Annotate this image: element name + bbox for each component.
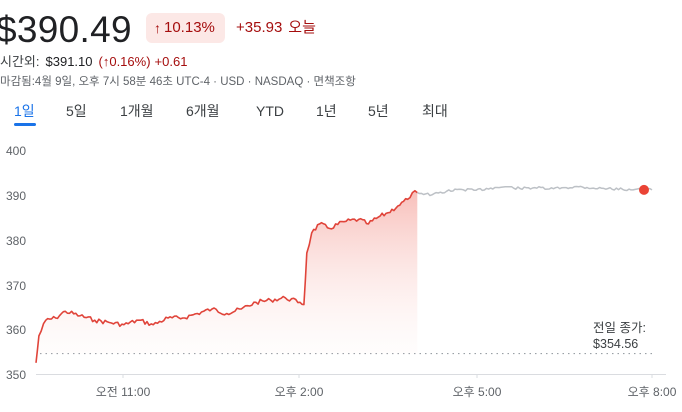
previous-close-value: $354.56 bbox=[593, 337, 639, 351]
y-tick-label: 400 bbox=[6, 144, 27, 158]
after-hours-row: 시간외: $391.10 (↑0.16%) +0.61 bbox=[0, 52, 187, 72]
arrow-up-icon: ↑ bbox=[154, 20, 161, 36]
y-tick-label: 380 bbox=[6, 234, 27, 248]
tab-5y[interactable]: 5년 bbox=[368, 103, 389, 119]
x-tick-label: 오전 11:00 bbox=[95, 385, 151, 399]
tab-ytd[interactable]: YTD bbox=[256, 103, 284, 119]
x-tick-label: 오후 8:00 bbox=[627, 385, 677, 399]
tab-1d[interactable]: 1일 bbox=[14, 103, 35, 119]
active-tab-indicator bbox=[14, 123, 36, 126]
percent-change-badge: ↑ 10.13% bbox=[146, 13, 225, 43]
arrow-up-icon: ↑ bbox=[102, 54, 110, 69]
after-hours-line bbox=[417, 185, 653, 197]
after-hours-percent-value: 0.16%) bbox=[109, 54, 151, 69]
tab-max[interactable]: 최대 bbox=[422, 103, 448, 119]
absolute-change: +35.93 오늘 bbox=[236, 13, 316, 43]
absolute-change-value: +35.93 bbox=[236, 19, 283, 36]
tab-1y[interactable]: 1년 bbox=[316, 103, 337, 119]
y-tick-label: 350 bbox=[6, 368, 27, 382]
after-hours-paren: ( bbox=[98, 54, 103, 69]
tab-6m[interactable]: 6개월 bbox=[186, 103, 220, 119]
today-label: 오늘 bbox=[288, 19, 316, 36]
tab-5d[interactable]: 5일 bbox=[66, 103, 87, 119]
current-price-marker bbox=[639, 184, 649, 195]
y-tick-label: 390 bbox=[6, 189, 27, 203]
x-tick-label: 오후 2:00 bbox=[274, 385, 324, 399]
after-hours-percent: (↑0.16%) bbox=[99, 54, 151, 69]
range-tabs: 1일 5일 1개월 6개월 YTD 1년 5년 최대 bbox=[0, 100, 682, 126]
tab-1m[interactable]: 1개월 bbox=[120, 103, 154, 119]
y-tick-label: 370 bbox=[6, 279, 27, 293]
regular-session-area bbox=[36, 190, 418, 363]
percent-change-value: 10.13% bbox=[164, 19, 215, 36]
stock-price: $390.49 bbox=[0, 9, 132, 50]
market-status-meta: 마감됨:4월 9일, 오후 7시 58분 46초 UTC-4 · USD · N… bbox=[0, 76, 356, 88]
previous-close: 전일 종가: $354.56 bbox=[593, 320, 646, 352]
after-hours-price: $391.10 bbox=[45, 54, 93, 69]
previous-close-label: 전일 종가: bbox=[593, 321, 646, 335]
after-hours-abs-change: +0.61 bbox=[154, 54, 188, 69]
x-tick-label: 오후 5:00 bbox=[452, 385, 502, 399]
regular-session-line bbox=[35, 189, 418, 363]
after-hours-label: 시간외: bbox=[0, 54, 40, 69]
y-tick-label: 360 bbox=[6, 323, 27, 337]
